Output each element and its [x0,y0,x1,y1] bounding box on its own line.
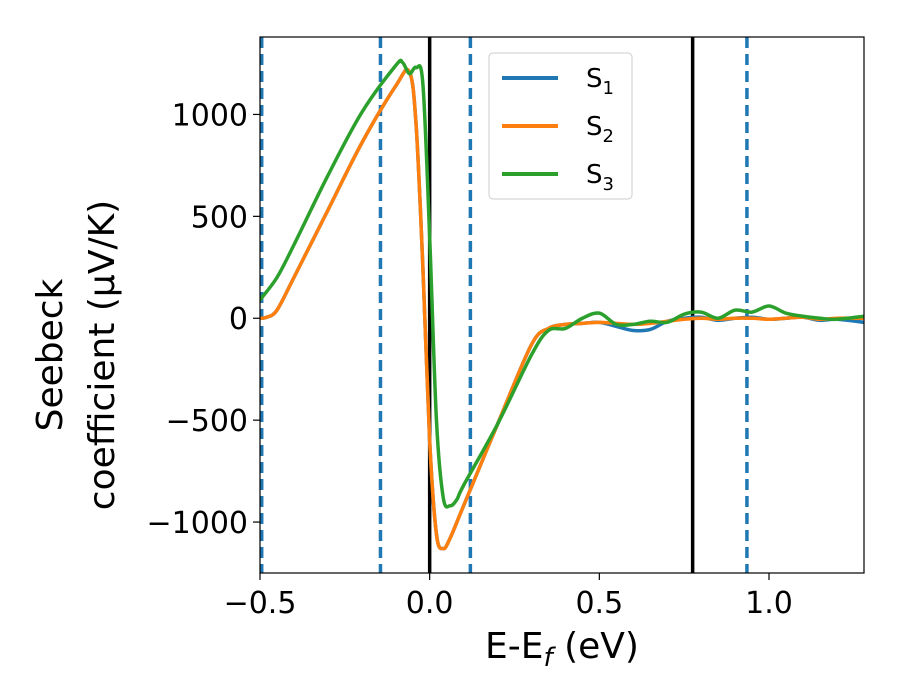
x-tick-label: 0.5 [575,586,623,621]
x-tick-label: 0.0 [406,586,454,621]
y-tick-label: −500 [166,404,248,439]
x-axis-label-unit: (eV) [553,626,639,667]
series-line-s2 [260,67,864,551]
y-tick-label: 500 [191,200,248,235]
legend-items: S1 S2 S3 [502,64,614,195]
reference-lines [260,37,749,573]
x-tick-label: −0.5 [224,586,297,621]
legend-label-s2: S2 [586,112,614,147]
series-line-s3 [260,58,864,509]
y-axis-label-line1: Seebeck [30,278,71,431]
series-layer [260,58,864,551]
y-axis-ticks: −1000 −500 0 500 1000 [147,98,260,541]
plot-frame [259,36,865,574]
x-axis-label: E-Ef (eV) [485,626,639,673]
y-tick-label: 0 [229,302,248,337]
y-axis-label: Seebeck coefficient (μV/K) [30,200,123,510]
legend-box [488,52,633,200]
legend-label-s1: S1 [586,64,614,99]
x-axis-label-main: E-E [485,626,543,667]
y-axis-label-line2: coefficient (μV/K) [82,200,123,510]
y-tick-label: 1000 [172,98,248,133]
legend: S1 S2 S3 [488,52,633,200]
x-tick-label: 1.0 [745,586,793,621]
y-tick-label: −1000 [147,506,248,541]
legend-label-s3: S3 [586,160,614,195]
x-axis-ticks: −0.5 0.0 0.5 1.0 [224,573,793,621]
